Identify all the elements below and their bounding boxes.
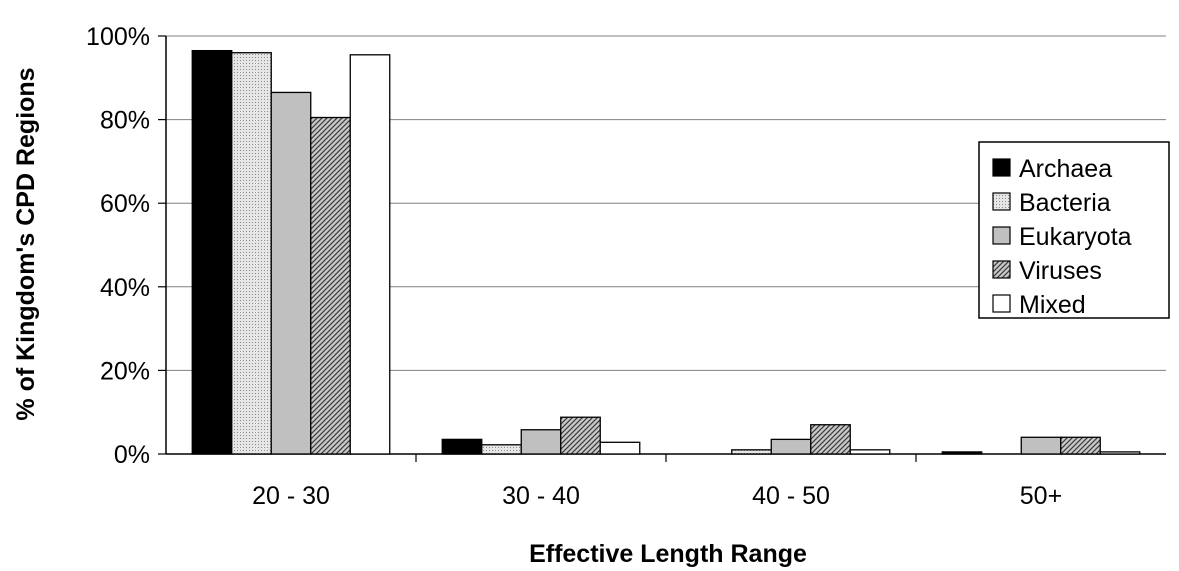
bars xyxy=(191,49,1141,455)
x-tick-label: 30 - 40 xyxy=(502,482,580,510)
x-tick-labels: 20 - 30 30 - 40 40 - 50 50+ xyxy=(252,482,1062,510)
bar-archaea-3 xyxy=(941,451,983,455)
x-tick-label: 40 - 50 xyxy=(752,482,830,510)
y-tick-label: 80% xyxy=(100,107,150,135)
bar-archaea-0 xyxy=(191,49,233,455)
legend-swatch-bacteria xyxy=(992,192,1011,211)
legend-swatch-mixed xyxy=(992,294,1011,313)
y-tick-label: 60% xyxy=(100,190,150,218)
y-tick-label: 100% xyxy=(86,23,150,51)
legend-label-bacteria: Bacteria xyxy=(1019,189,1111,217)
bar-bacteria-0 xyxy=(231,52,272,455)
y-tick-label: 20% xyxy=(100,357,150,385)
y-tick-label: 0% xyxy=(114,441,150,469)
legend-label-viruses: Viruses xyxy=(1019,257,1102,285)
bar-bacteria-1 xyxy=(481,444,522,455)
legend-label-eukaryota: Eukaryota xyxy=(1019,223,1132,251)
bar-mixed-1 xyxy=(599,441,641,455)
bar-mixed-0 xyxy=(349,54,391,455)
bar-mixed-2 xyxy=(849,449,891,455)
bar-archaea-1 xyxy=(441,438,483,455)
x-tick-label: 50+ xyxy=(1020,482,1062,510)
legend-label-mixed: Mixed xyxy=(1019,291,1086,319)
bar-bacteria-2 xyxy=(731,449,772,455)
y-axis-title: % of Kingdom's CPD Regions xyxy=(12,67,40,420)
legend-swatch-viruses xyxy=(992,260,1011,279)
bar-viruses-0 xyxy=(310,116,351,455)
bar-eukaryota-3 xyxy=(1020,436,1062,455)
bar-mixed-3 xyxy=(1099,451,1141,455)
y-tick-label: 40% xyxy=(100,274,150,302)
bar-viruses-2 xyxy=(810,424,851,455)
bar-eukaryota-0 xyxy=(270,91,312,455)
x-tick-label: 20 - 30 xyxy=(252,482,330,510)
legend-swatch-eukaryota xyxy=(992,226,1011,245)
legend-swatch-archaea xyxy=(992,158,1011,177)
legend-box xyxy=(978,141,1170,319)
bar-eukaryota-1 xyxy=(520,429,562,455)
legend-label-archaea: Archaea xyxy=(1019,155,1112,183)
bar-viruses-1 xyxy=(560,416,601,455)
x-axis-title: Effective Length Range xyxy=(529,540,807,568)
legend: Archaea Bacteria Eukaryota Viruses Mixed xyxy=(978,141,1170,319)
bar-eukaryota-2 xyxy=(770,438,812,455)
bar-viruses-3 xyxy=(1060,436,1101,455)
y-tick-labels: 0% 20% 40% 60% 80% 100% xyxy=(86,23,150,469)
